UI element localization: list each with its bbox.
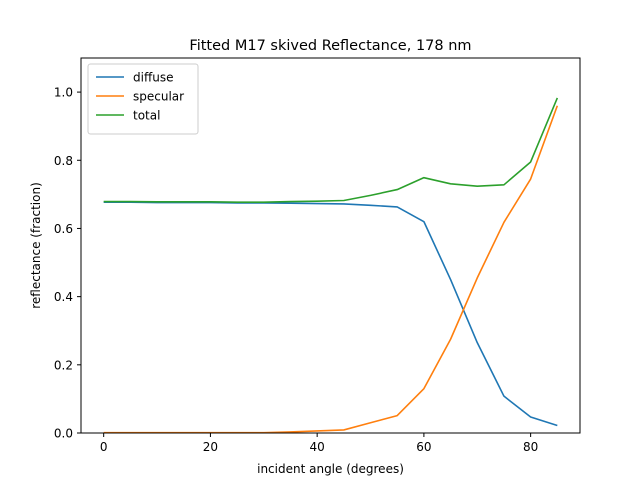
y-tick-label: 0.6: [54, 222, 73, 236]
x-tick-label: 80: [523, 440, 538, 454]
x-tick-label: 0: [100, 440, 108, 454]
x-axis-label: incident angle (degrees): [257, 462, 404, 476]
legend-box: [87, 63, 199, 135]
legend-label-diffuse: diffuse: [133, 71, 173, 85]
x-tick-label: 20: [203, 440, 218, 454]
ticks-layer: 0 20 40 60 80 0.0 0.2 0.4 0.6 0.8 1.0: [54, 86, 538, 454]
legend-label-total: total: [133, 109, 160, 123]
y-tick-label: 0.8: [54, 154, 73, 168]
x-tick-label: 40: [310, 440, 325, 454]
x-tick-label: 60: [416, 440, 431, 454]
chart-title: Fitted M17 skived Reflectance, 178 nm: [189, 38, 471, 54]
y-tick-label: 0.4: [54, 290, 73, 304]
y-tick-label: 0.2: [54, 358, 73, 372]
legend-label-specular: specular: [133, 90, 184, 104]
y-tick-label: 0.0: [54, 427, 73, 441]
legend: diffuse specular total: [87, 63, 199, 135]
plot-frame: [80, 57, 581, 434]
series-line-total: [103, 97, 559, 203]
y-tick-label: 1.0: [54, 86, 73, 100]
y-axis-label: reflectance (fraction): [29, 182, 43, 309]
